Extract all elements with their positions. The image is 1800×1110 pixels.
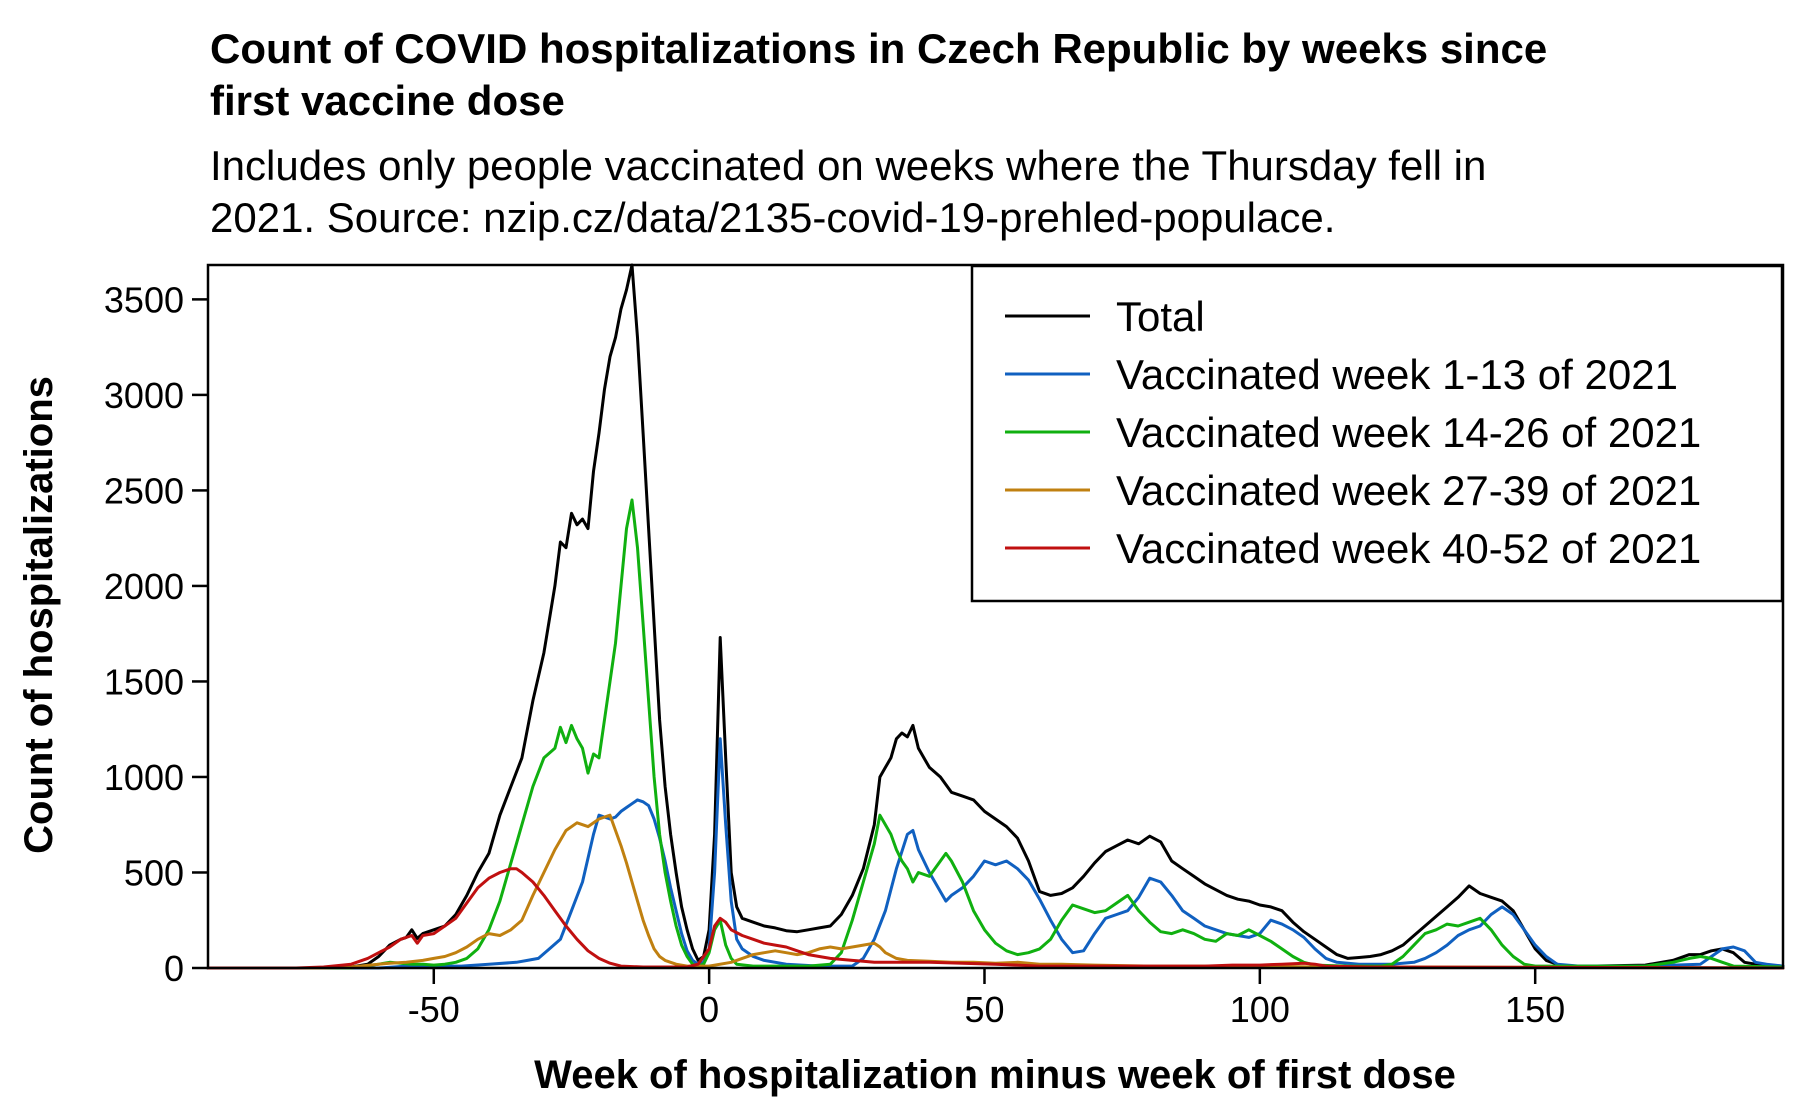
chart-title-line-2: first vaccine dose bbox=[210, 77, 565, 124]
series-layer bbox=[206, 263, 1785, 970]
chart-subtitle-line-2: 2021. Source: nzip.cz/data/2135-covid-19… bbox=[210, 194, 1335, 241]
y-tick-label: 1000 bbox=[104, 757, 184, 798]
series-line-0 bbox=[206, 263, 1785, 970]
legend-label-4: Vaccinated week 40-52 of 2021 bbox=[1116, 525, 1701, 572]
x-tick-label: 100 bbox=[1230, 989, 1290, 1030]
x-axis-title: Week of hospitalization minus week of fi… bbox=[534, 1053, 1456, 1097]
series-line-2 bbox=[206, 498, 1785, 970]
y-tick-label: 3000 bbox=[104, 375, 184, 416]
x-tick-label: 150 bbox=[1505, 989, 1565, 1030]
y-tick-label: 1500 bbox=[104, 661, 184, 702]
y-tick-label: 0 bbox=[164, 948, 184, 989]
legend-label-2: Vaccinated week 14-26 of 2021 bbox=[1116, 409, 1701, 456]
legend-label-0: Total bbox=[1116, 293, 1205, 340]
y-tick-label: 2000 bbox=[104, 566, 184, 607]
legend-label-1: Vaccinated week 1-13 of 2021 bbox=[1116, 351, 1678, 398]
legend-label-3: Vaccinated week 27-39 of 2021 bbox=[1116, 467, 1701, 514]
x-tick-label: 50 bbox=[964, 989, 1004, 1030]
series-line-3 bbox=[206, 813, 1785, 970]
series-line-1 bbox=[206, 737, 1785, 970]
y-tick-label: 500 bbox=[124, 852, 184, 893]
legend-box bbox=[970, 264, 1784, 603]
series-line-4 bbox=[206, 867, 1785, 970]
legend: Total Vaccinated week 1-13 of 2021 Vaccina… bbox=[970, 264, 1784, 603]
y-tick-label: 2500 bbox=[104, 470, 184, 511]
x-tick-label: 0 bbox=[699, 989, 719, 1030]
y-tick-label: 3500 bbox=[104, 279, 184, 320]
chart-subtitle-line-1: Includes only people vaccinated on weeks… bbox=[210, 142, 1486, 189]
x-tick-label: -50 bbox=[408, 989, 460, 1030]
chart-title-line-1: Count of COVID hospitalizations in Czech… bbox=[210, 25, 1547, 72]
y-axis-title: Count of hospitalizations bbox=[17, 376, 61, 854]
